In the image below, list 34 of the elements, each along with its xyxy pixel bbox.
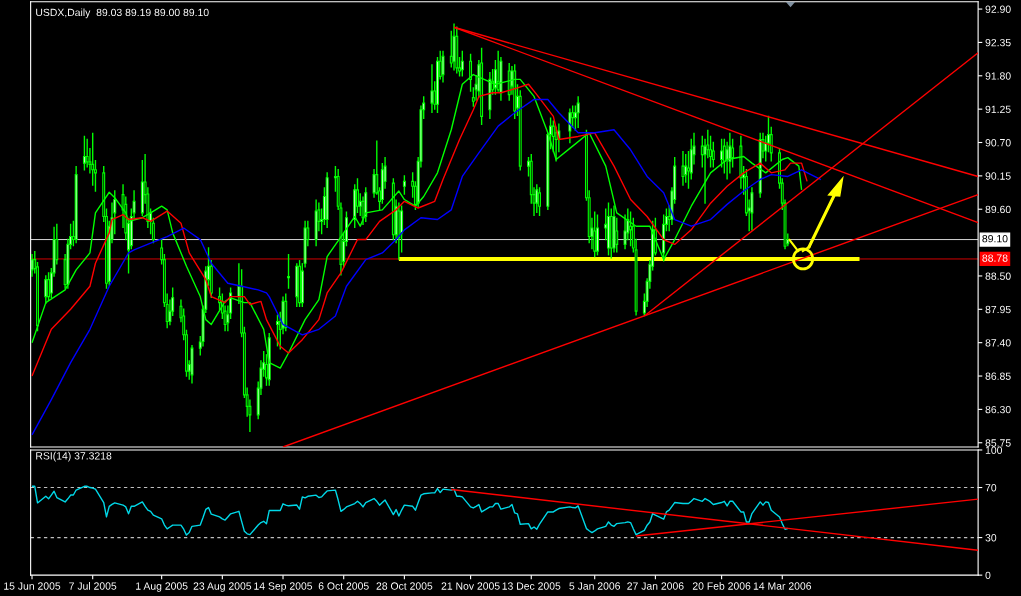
x-tick-label: 5 Jan 2006 [569, 582, 621, 590]
y-tick-label: 70 [985, 484, 997, 492]
y-tick-label: 91.80 [985, 72, 1011, 80]
x-tick-label: 6 Oct 2005 [318, 582, 369, 590]
y-tick-label: 30 [985, 534, 997, 542]
ref-line-label: 88.78 [982, 254, 1008, 262]
ref-line-label: 89.10 [982, 234, 1008, 243]
y-tick-label: 0 [985, 571, 991, 580]
y-tick-label: 86.30 [985, 405, 1011, 414]
x-tick-label: 20 Feb 2006 [692, 582, 751, 590]
y-tick-label: 89.60 [985, 205, 1011, 214]
x-tick-label: 14 Sep 2005 [254, 582, 313, 592]
x-tick-label: 13 Dec 2005 [502, 582, 561, 590]
x-tick-label: 23 Aug 2005 [193, 582, 252, 592]
y-tick-label: 87.95 [985, 305, 1011, 314]
x-tick-label: 7 Jul 2005 [69, 582, 117, 590]
text: USDX,Daily 89.03 89.19 89.00 89.10 [36, 8, 209, 19]
y-tick-label: 88.50 [985, 272, 1011, 280]
y-tick-label: 92.35 [985, 38, 1011, 47]
y-tick-label: 87.40 [985, 339, 1011, 347]
chart-title: RSI(14) 37.3218 [36, 451, 112, 462]
x-tick-label: 27 Jan 2006 [627, 582, 684, 590]
y-tick-label: 86.85 [985, 372, 1011, 380]
y-tick-label: 100 [985, 446, 1003, 454]
y-tick-label: 90.70 [985, 139, 1011, 147]
x-tick-label: 21 Nov 2005 [441, 582, 500, 590]
x-tick-label: 15 Jun 2005 [4, 582, 61, 590]
y-tick-label: 90.15 [985, 172, 1011, 180]
x-tick-label: 14 Mar 2006 [753, 582, 812, 590]
x-tick-label: 1 Aug 2005 [136, 582, 188, 592]
y-tick-label: 85.75 [985, 439, 1011, 447]
x-tick-label: 28 Oct 2005 [376, 582, 433, 590]
y-tick-label: 92.90 [985, 5, 1011, 13]
y-tick-label: 91.25 [985, 105, 1011, 114]
